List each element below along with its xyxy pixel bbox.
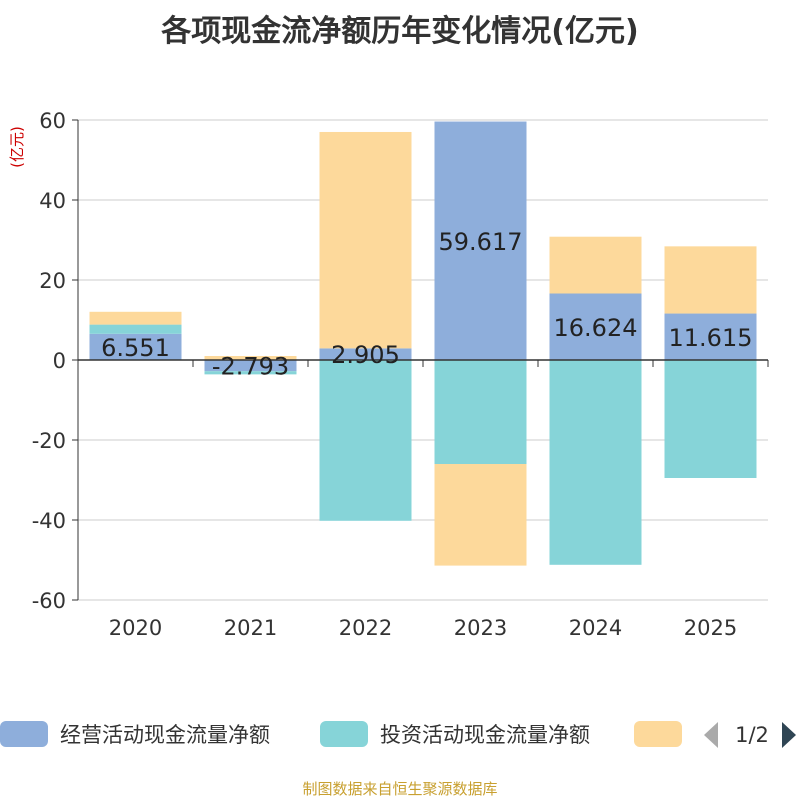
x-tick-label: 2021 — [224, 616, 277, 640]
x-tick-label: 2024 — [569, 616, 622, 640]
legend-label-investing: 投资活动现金流量净额 — [380, 723, 590, 747]
data-label-2020: 6.551 — [101, 334, 170, 362]
y-tick-label: 0 — [53, 349, 66, 373]
y-tick-label: -60 — [32, 589, 66, 613]
legend-prev-page-icon[interactable] — [700, 720, 724, 750]
grid-lines — [78, 119, 768, 601]
x-tick-label: 2025 — [684, 616, 737, 640]
bar-operating-2023 — [434, 121, 527, 360]
data-label-2022: 2.905 — [331, 341, 400, 369]
legend-item-investing[interactable]: 投资活动现金流量净额 — [320, 716, 590, 752]
bar-operating-2024 — [549, 293, 642, 360]
y-tick-label: 20 — [39, 269, 66, 293]
bar-financing-2024 — [549, 236, 642, 294]
bar-investing-2020 — [89, 324, 182, 334]
bar-operating-2022 — [319, 348, 412, 360]
data-label-2023: 59.617 — [439, 228, 523, 256]
x-tick-label: 2023 — [454, 616, 507, 640]
bar-operating-2021 — [204, 360, 297, 372]
axes: 60 40 20 0 -20 -40 -60 (亿元) 2020 2021 2022 2023 2024… — [8, 109, 769, 640]
legend: 经营活动现金流量净额 投资活动现金流量净额 — [0, 716, 800, 756]
chart-area: 60 40 20 0 -20 -40 -60 (亿元) 2020 2021 2022 2023 2024… — [8, 109, 769, 640]
y-tick-label: 60 — [39, 109, 66, 133]
legend-next-page-icon[interactable] — [776, 720, 800, 750]
y-tick-label: -40 — [32, 509, 66, 533]
bar-investing-2023 — [434, 360, 527, 464]
bar-operating-2025 — [664, 313, 757, 360]
chart-title: 各项现金流净额历年变化情况(亿元) — [161, 14, 639, 49]
bar-financing-2021 — [204, 356, 297, 360]
legend-item-financing[interactable] — [634, 716, 682, 752]
source-note: 制图数据来自恒生聚源数据库 — [302, 780, 498, 798]
bar-investing-2022 — [319, 360, 412, 521]
x-tick-label: 2022 — [339, 616, 392, 640]
legend-swatch-investing — [320, 721, 368, 747]
data-label-2021: -2.793 — [212, 353, 289, 381]
data-labels: 6.551 -2.793 2.905 59.617 16.624 11.615 — [101, 228, 752, 381]
bar-financing-2023 — [434, 464, 527, 566]
bar-financing-2025 — [664, 246, 757, 314]
bar-operating-2020 — [89, 333, 182, 360]
y-tick-label: 40 — [39, 189, 66, 213]
legend-swatch-operating — [0, 721, 48, 747]
bar-investing-2021 — [204, 371, 297, 375]
legend-page-indicator: 1/2 — [735, 723, 769, 747]
legend-item-operating[interactable]: 经营活动现金流量净额 — [0, 716, 270, 752]
bars — [89, 121, 757, 566]
x-tick-label: 2020 — [109, 616, 162, 640]
bar-financing-2020 — [89, 311, 182, 325]
bar-investing-2024 — [549, 360, 642, 565]
bar-investing-2025 — [664, 360, 757, 478]
data-label-2025: 11.615 — [669, 324, 753, 352]
bar-financing-2022 — [319, 131, 412, 349]
legend-swatch-financing — [634, 721, 682, 747]
y-axis-label: (亿元) — [8, 126, 26, 168]
data-label-2024: 16.624 — [554, 314, 638, 342]
y-tick-label: -20 — [32, 429, 66, 453]
legend-label-operating: 经营活动现金流量净额 — [60, 723, 270, 747]
